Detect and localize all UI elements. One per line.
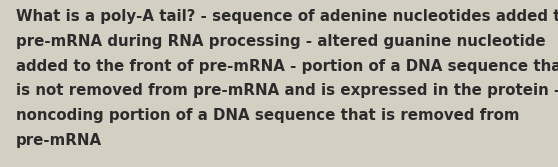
Text: pre-mRNA: pre-mRNA: [16, 133, 102, 148]
Text: noncoding portion of a DNA sequence that is removed from: noncoding portion of a DNA sequence that…: [16, 108, 519, 123]
Text: added to the front of pre-mRNA - portion of a DNA sequence that: added to the front of pre-mRNA - portion…: [16, 59, 558, 74]
Text: is not removed from pre-mRNA and is expressed in the protein -: is not removed from pre-mRNA and is expr…: [16, 83, 558, 98]
Text: What is a poly-A tail? - sequence of adenine nucleotides added to: What is a poly-A tail? - sequence of ade…: [16, 9, 558, 24]
Text: pre-mRNA during RNA processing - altered guanine nucleotide: pre-mRNA during RNA processing - altered…: [16, 34, 545, 49]
